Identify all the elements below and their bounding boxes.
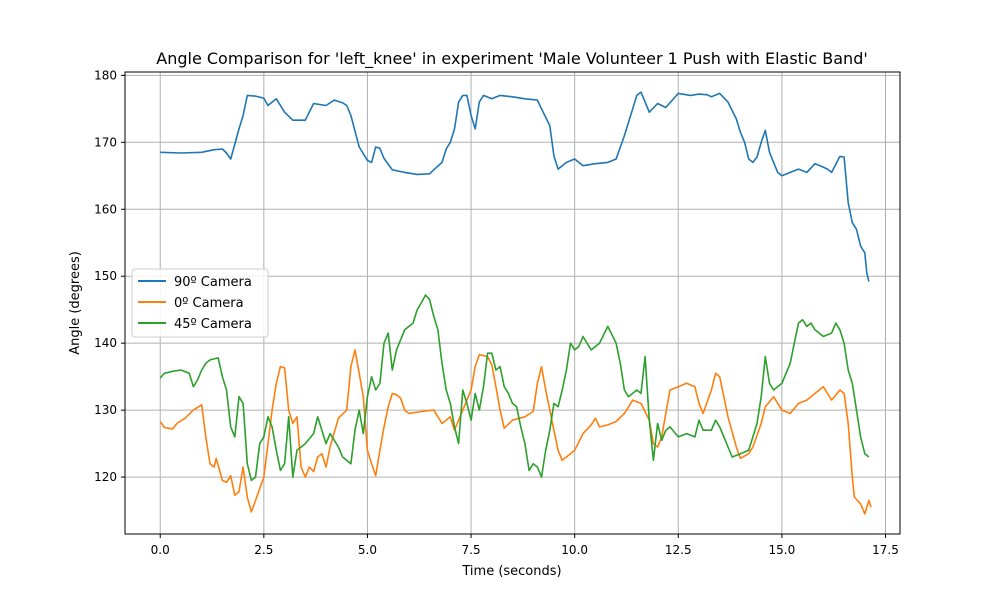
x-tick-label: 17.5 [872, 543, 899, 557]
y-axis-ticks: 120 130 140 150 160 170 180 [94, 68, 125, 484]
series-line-2 [159, 294, 870, 482]
chart-title: Angle Comparison for 'left_knee' in expe… [156, 49, 868, 69]
y-tick-label: 180 [94, 68, 117, 82]
y-tick-label: 150 [94, 269, 117, 283]
y-tick-label: 130 [94, 403, 117, 417]
y-tick-label: 170 [94, 135, 117, 149]
y-tick-label: 140 [94, 336, 117, 350]
plot-frame [124, 71, 901, 535]
grid [125, 72, 900, 534]
series-line-0 [160, 91, 870, 282]
x-tick-label: 5.0 [358, 543, 377, 557]
legend-entry-label: 0º Camera [174, 296, 244, 311]
x-tick-label: 2.5 [254, 543, 273, 557]
x-tick-label: 0.0 [151, 543, 170, 557]
x-axis-ticks: 0.0 2.5 5.0 7.5 10.0 12.5 15.0 17.5 [151, 534, 899, 557]
x-tick-label: 15.0 [769, 543, 796, 557]
y-tick-label: 160 [94, 202, 117, 216]
legend-entry-label: 90º Camera [174, 275, 252, 290]
x-tick-label: 7.5 [462, 543, 481, 557]
x-axis-label: Time (seconds) [461, 564, 561, 579]
legend-entry-label: 45º Camera [174, 317, 252, 332]
x-tick-label: 12.5 [665, 543, 692, 557]
y-axis-label: Angle (degrees) [68, 251, 83, 355]
legend: 90º Camera 0º Camera 45º Camera [131, 268, 269, 338]
series-lines [159, 91, 872, 515]
x-tick-label: 10.0 [561, 543, 588, 557]
y-tick-label: 120 [94, 470, 117, 484]
legend-box [131, 268, 269, 338]
